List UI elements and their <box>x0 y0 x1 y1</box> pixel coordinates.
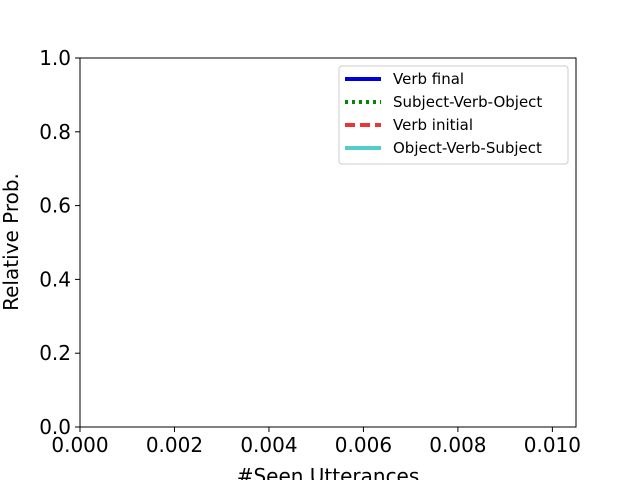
y-tick-label: 0.0 <box>39 415 71 439</box>
y-tick-label: 1.0 <box>39 46 71 70</box>
legend-box <box>338 65 569 165</box>
legend-label: Verb final <box>393 70 464 88</box>
x-tick-label: 0.006 <box>335 433 392 457</box>
legend-label: Object-Verb-Subject <box>393 139 542 157</box>
x-tick-label: 0.002 <box>146 433 203 457</box>
x-tick-label: 0.008 <box>429 433 486 457</box>
x-axis-ticks: 0.000 0.002 0.004 0.006 0.008 0.010 <box>51 427 581 457</box>
y-tick-label: 0.4 <box>39 267 71 291</box>
legend-label: Verb initial <box>393 116 473 134</box>
plot-frame <box>79 57 577 428</box>
x-axis-label: #Seen Utterances <box>237 464 420 480</box>
legend-label: Subject-Verb-Object <box>393 93 542 111</box>
y-tick-label: 0.6 <box>39 194 71 218</box>
x-tick-label: 0.000 <box>51 433 108 457</box>
y-tick-label: 0.8 <box>39 120 71 144</box>
y-axis-label: Relative Prob. <box>0 173 23 311</box>
legend: Verb final Subject-Verb-Object Verb initia… <box>338 65 569 165</box>
y-tick-label: 0.2 <box>39 341 71 365</box>
x-tick-label: 0.010 <box>524 433 581 457</box>
x-tick-label: 0.004 <box>240 433 297 457</box>
y-axis-ticks: 0.0 0.2 0.4 0.6 0.8 1.0 <box>39 46 80 439</box>
